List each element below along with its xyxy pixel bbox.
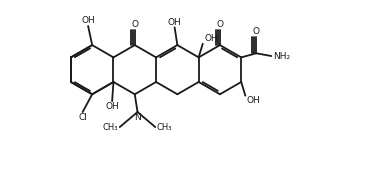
Text: OH: OH [204, 34, 218, 43]
Text: OH: OH [81, 16, 95, 25]
Text: O: O [131, 20, 138, 29]
Text: NH₂: NH₂ [273, 52, 290, 61]
Text: CH₃: CH₃ [157, 123, 172, 132]
Text: OH: OH [105, 102, 119, 112]
Text: CH₃: CH₃ [103, 123, 119, 132]
Text: OH: OH [247, 96, 260, 105]
Text: O: O [253, 27, 260, 36]
Text: Cl: Cl [78, 113, 87, 122]
Text: OH: OH [168, 18, 181, 27]
Text: O: O [217, 20, 223, 29]
Text: N: N [134, 113, 141, 122]
